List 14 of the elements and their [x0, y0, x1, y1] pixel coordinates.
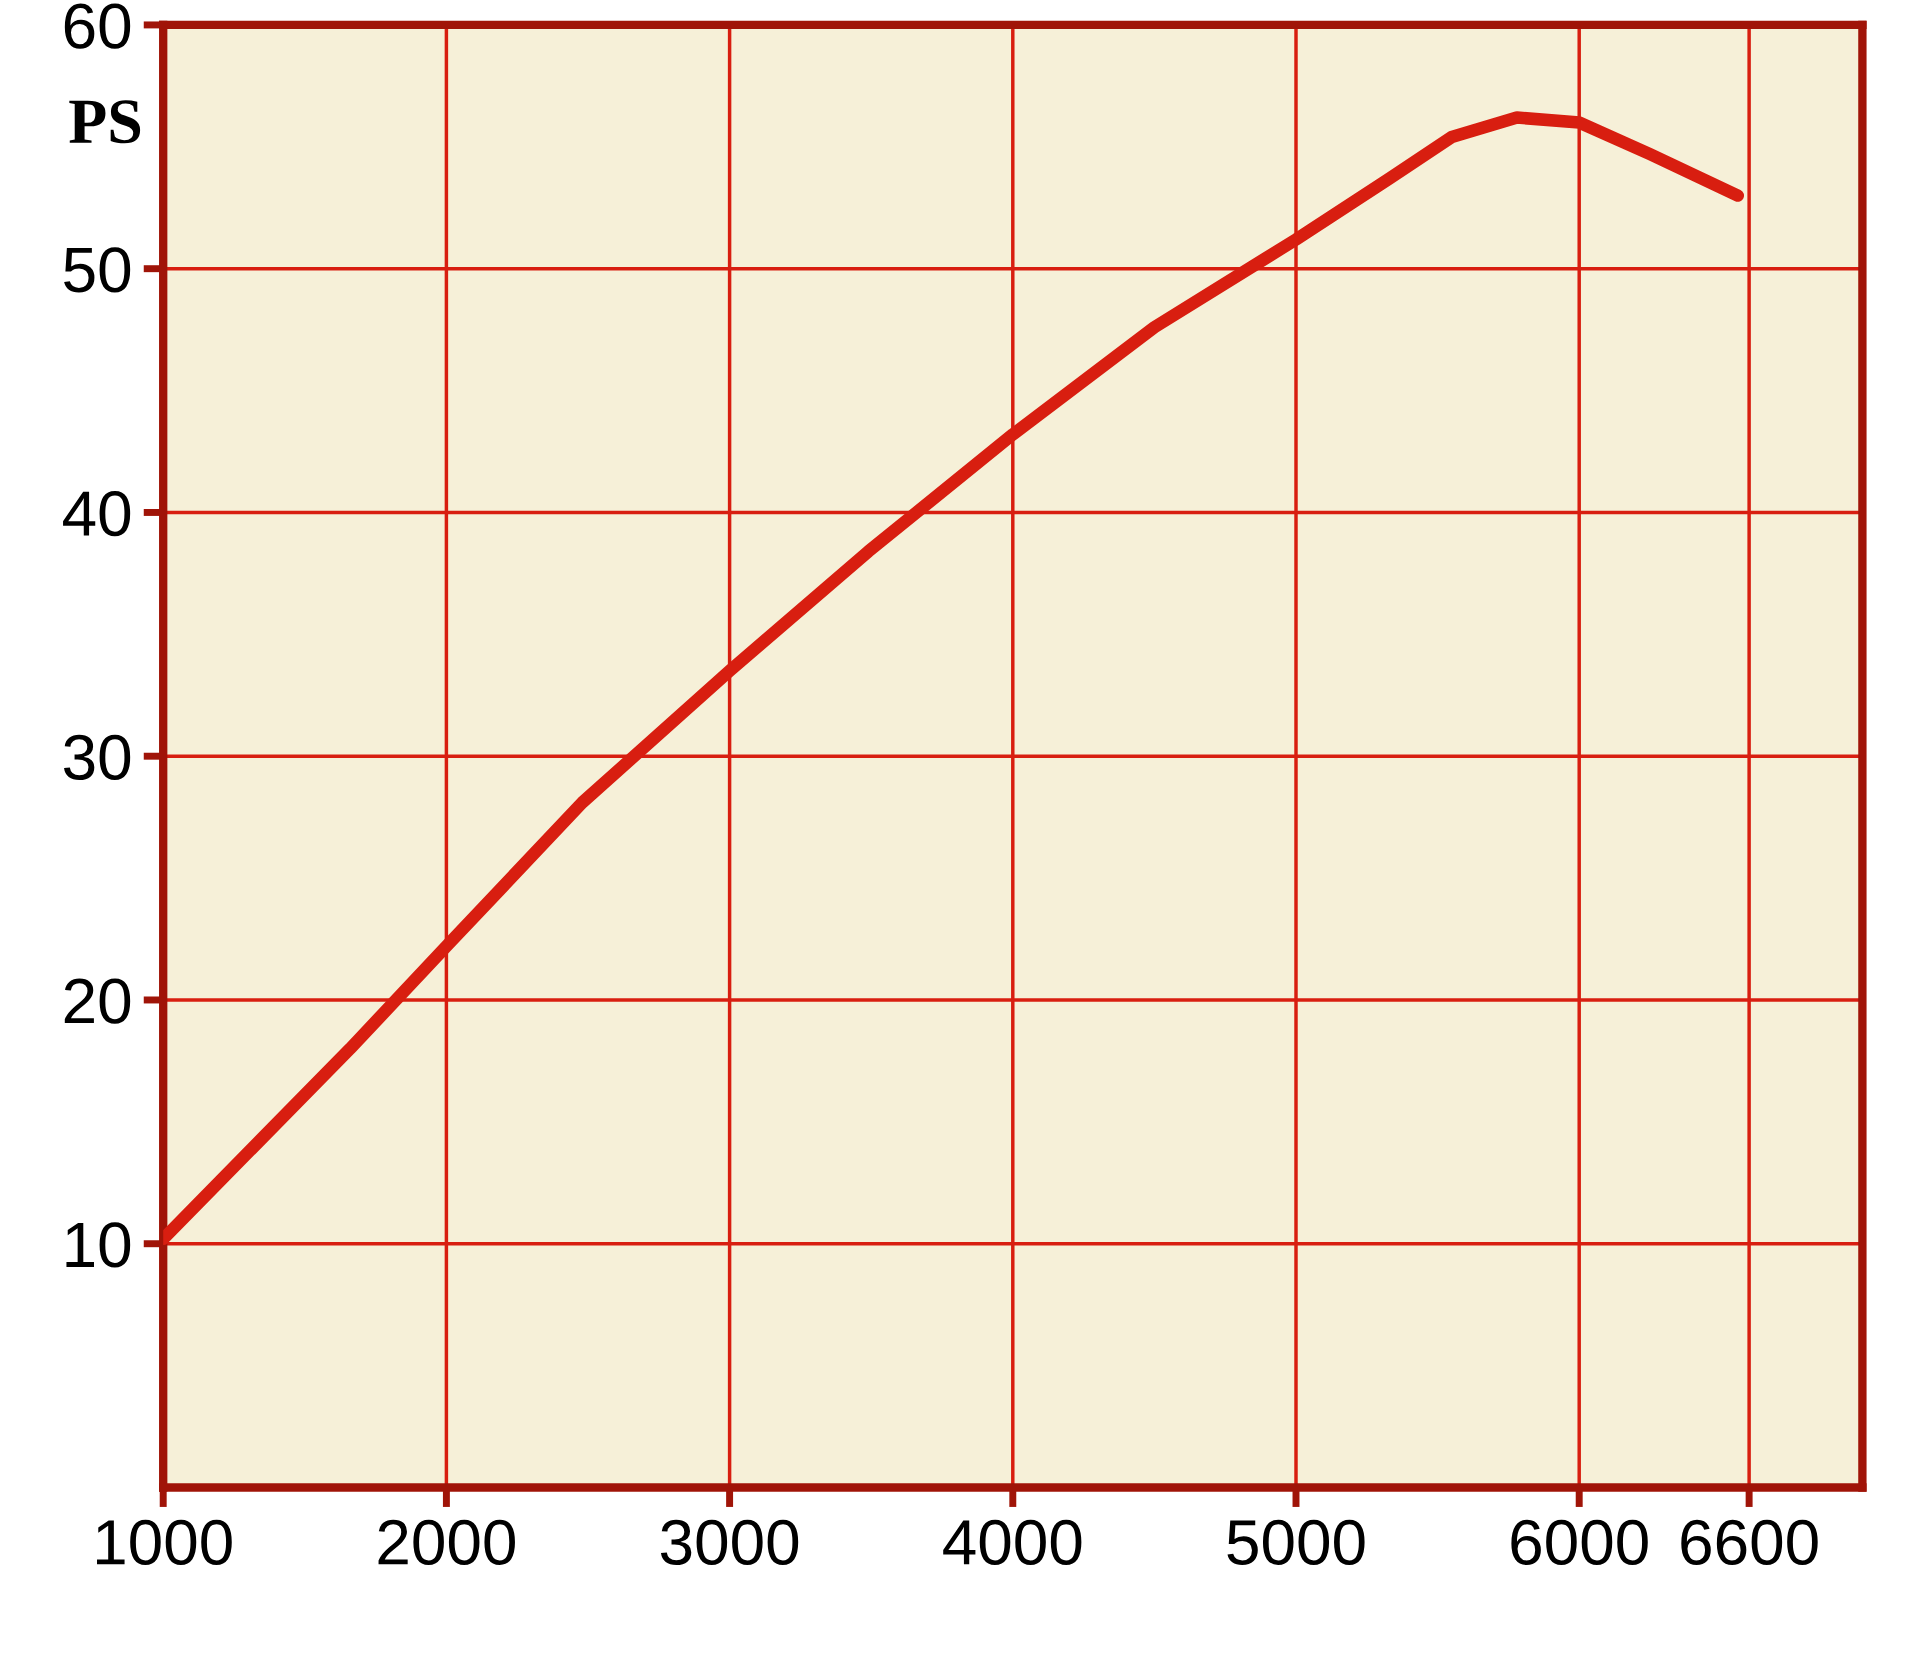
x-tick-label: 1000 [97, 1519, 232, 1565]
y-axis-title: PS [69, 100, 141, 144]
x-tick-label: 6600 [1681, 1519, 1818, 1565]
x-tick-label: 6000 [1511, 1519, 1648, 1565]
y-tick-label: 40 [63, 490, 131, 537]
y-tick-label: 50 [64, 247, 131, 293]
x-tick-label: 3000 [660, 1519, 799, 1565]
x-tick-label: 5000 [1227, 1519, 1365, 1565]
x-tick-label: 2000 [378, 1519, 515, 1565]
y-tick-label: 30 [64, 734, 131, 780]
y-tick-label: 10 [66, 1222, 131, 1268]
x-tick-label: 4000 [943, 1519, 1082, 1565]
y-tick-label: 20 [64, 978, 131, 1024]
y-tick-label: 60 [64, 3, 131, 49]
